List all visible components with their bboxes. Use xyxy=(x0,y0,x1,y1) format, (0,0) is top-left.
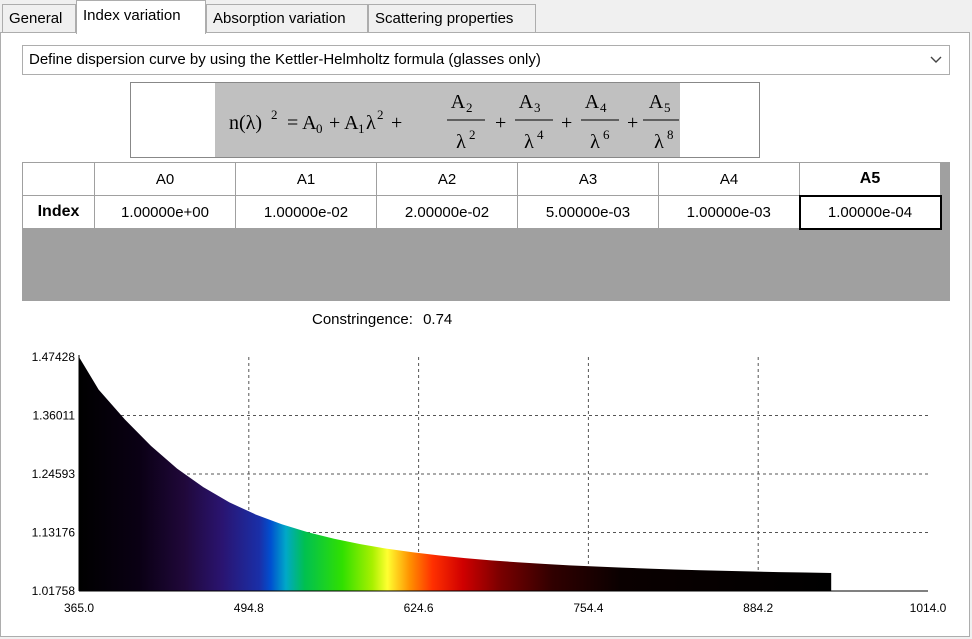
column-header-a1[interactable]: A1 xyxy=(235,162,377,196)
svg-text:4: 4 xyxy=(537,127,544,142)
svg-text:6: 6 xyxy=(603,127,610,142)
svg-text:+: + xyxy=(391,112,402,134)
svg-text:λ: λ xyxy=(456,131,466,153)
svg-text:3: 3 xyxy=(534,100,541,115)
y-tick-label: 1.24593 xyxy=(32,467,76,481)
tab-strip: General Index variation Absorption varia… xyxy=(0,0,972,34)
svg-text:λ: λ xyxy=(524,131,534,153)
y-tick-label: 1.36011 xyxy=(33,408,76,422)
constringence-readout: Constringence: 0.74 xyxy=(312,311,452,328)
svg-text:A: A xyxy=(519,91,534,113)
svg-text:λ: λ xyxy=(366,112,376,134)
svg-text:4: 4 xyxy=(600,100,607,115)
svg-text:2: 2 xyxy=(271,107,278,122)
cell-a3[interactable]: 5.00000e-03 xyxy=(517,195,659,229)
svg-text:2: 2 xyxy=(377,107,384,122)
grid-corner-cell xyxy=(22,162,95,196)
svg-text:2: 2 xyxy=(466,100,473,115)
y-tick-label: 1.47428 xyxy=(32,350,76,364)
svg-text:+ A: + A xyxy=(329,112,359,134)
svg-text:2: 2 xyxy=(469,127,476,142)
dispersion-method-value: Define dispersion curve by using the Ket… xyxy=(29,51,541,68)
x-tick-label: 754.4 xyxy=(573,601,603,615)
tab-scattering-properties[interactable]: Scattering properties xyxy=(368,4,536,32)
x-tick-label: 1014.0 xyxy=(910,601,947,615)
svg-text:+: + xyxy=(495,112,506,134)
svg-text:+: + xyxy=(627,112,638,134)
tab-index-variation[interactable]: Index variation xyxy=(76,0,206,34)
x-tick-label: 884.2 xyxy=(743,601,773,615)
column-header-a2[interactable]: A2 xyxy=(376,162,518,196)
dispersion-chart: 365.0 494.8 624.6 754.4 884.2 1014.0 1.474281… xyxy=(32,350,947,615)
chevron-down-icon xyxy=(930,56,942,63)
constringence-label: Constringence: xyxy=(312,311,413,328)
y-tick-label: 1.01758 xyxy=(32,584,76,598)
x-tick-label: 624.6 xyxy=(404,601,434,615)
coefficient-grid: A0 A1 A2 A3 A4 A5 Index 1.00000e+00 1.00… xyxy=(22,162,942,230)
row-header-index[interactable]: Index xyxy=(22,195,95,229)
constringence-value: 0.74 xyxy=(423,311,453,328)
svg-text:+: + xyxy=(561,112,572,134)
svg-text:λ: λ xyxy=(654,131,664,153)
x-tick-labels: 365.0 494.8 624.6 754.4 884.2 1014.0 xyxy=(64,601,947,615)
svg-text:n(λ): n(λ) xyxy=(229,112,262,134)
cell-a5[interactable]: 1.00000e-04 xyxy=(798,194,942,230)
svg-text:A: A xyxy=(585,91,600,113)
column-header-a5[interactable]: A5 xyxy=(799,162,941,196)
svg-text:8: 8 xyxy=(667,127,674,142)
y-tick-label: 1.13176 xyxy=(32,525,76,539)
chart-axes xyxy=(78,355,928,592)
svg-text:A: A xyxy=(649,91,664,113)
svg-text:1: 1 xyxy=(358,121,365,136)
column-header-a3[interactable]: A3 xyxy=(517,162,659,196)
column-header-a4[interactable]: A4 xyxy=(658,162,800,196)
x-tick-label: 365.0 xyxy=(64,601,94,615)
svg-text:λ: λ xyxy=(590,131,600,153)
tab-general[interactable]: General xyxy=(2,4,76,32)
dispersion-method-select[interactable]: Define dispersion curve by using the Ket… xyxy=(22,45,950,75)
y-tick-labels: 1.47428 1.36011 1.24593 1.13176 1.01758 xyxy=(32,350,76,598)
svg-text:= A: = A xyxy=(287,112,317,134)
cell-a0[interactable]: 1.00000e+00 xyxy=(94,195,236,229)
tab-absorption-variation[interactable]: Absorption variation xyxy=(206,4,368,32)
column-header-a0[interactable]: A0 xyxy=(94,162,236,196)
cell-a4[interactable]: 1.00000e-03 xyxy=(658,195,800,229)
svg-text:5: 5 xyxy=(664,100,671,115)
svg-text:0: 0 xyxy=(316,121,323,136)
index-curve-area xyxy=(79,356,832,591)
svg-text:A: A xyxy=(451,91,466,113)
cell-a1[interactable]: 1.00000e-02 xyxy=(235,195,377,229)
x-tick-label: 494.8 xyxy=(234,601,264,615)
cell-a2[interactable]: 2.00000e-02 xyxy=(376,195,518,229)
